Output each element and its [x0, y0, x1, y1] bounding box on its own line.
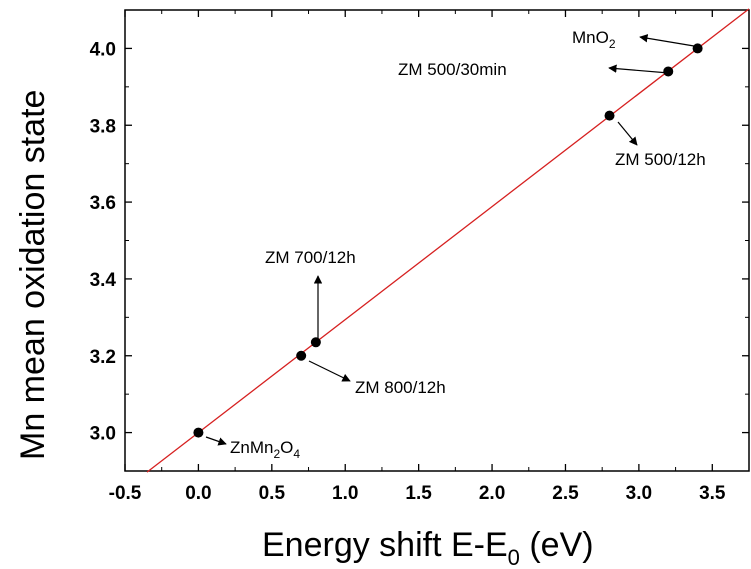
x-tick-label: 1.5	[405, 483, 432, 504]
label-zm700: ZM 700/12h	[265, 248, 356, 267]
label-zm500-12h: ZM 500/12h	[615, 150, 706, 169]
arrow-zm500-12h	[617, 121, 638, 146]
x-tick-label: 3.5	[699, 483, 726, 504]
data-point	[663, 66, 674, 77]
x-tick-label: 0.0	[185, 483, 211, 504]
x-tick-label: -0.5	[109, 483, 142, 504]
y-tick-label: 3.6	[90, 193, 116, 214]
data-points	[193, 43, 703, 438]
data-point	[310, 337, 321, 348]
data-point	[604, 110, 615, 121]
x-tick-label: 0.5	[259, 483, 286, 504]
y-tick-label: 3.2	[90, 347, 116, 368]
data-point	[193, 427, 204, 438]
y-axis-title: Mn mean oxidation state	[14, 90, 52, 460]
y-tick-label: 3.8	[90, 116, 116, 137]
y-tick-label: 3.0	[90, 424, 116, 445]
x-axis-title: Energy shift E-E0 (eV)	[262, 526, 594, 569]
label-znmn2o4: ZnMn2O4	[230, 438, 300, 461]
x-tick-label: 1.0	[332, 483, 358, 504]
x-axis-ticks: -0.5 0.0 0.5 1.0 1.5 2.0 2.5 3.0 3.5	[109, 10, 726, 504]
label-zm800: ZM 800/12h	[355, 378, 446, 397]
x-tick-label: 3.0	[626, 483, 652, 504]
label-mno2: MnO2	[572, 28, 616, 51]
fit-line	[146, 8, 750, 473]
x-tick-label: 2.5	[552, 483, 579, 504]
y-tick-label: 4.0	[90, 39, 116, 60]
y-axis-ticks: 3.0 3.2 3.4 3.6 3.8 4.0	[90, 9, 749, 472]
plot-frame	[124, 9, 750, 472]
data-point	[296, 350, 307, 361]
y-tick-label: 3.4	[90, 270, 117, 291]
arrow-znmn2o4	[205, 436, 227, 446]
annotation-arrows	[205, 34, 701, 446]
arrow-zm800	[308, 360, 351, 382]
data-point	[692, 43, 703, 54]
x-tick-label: 2.0	[479, 483, 505, 504]
arrow-mno2	[639, 34, 701, 48]
arrow-zm500-30min	[608, 64, 670, 74]
label-zm500-30min: ZM 500/30min	[398, 60, 507, 79]
